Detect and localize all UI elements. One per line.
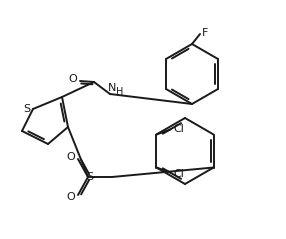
Text: O: O (67, 152, 76, 162)
Text: O: O (67, 192, 76, 202)
Text: S: S (23, 104, 31, 114)
Text: Cl: Cl (173, 168, 184, 179)
Text: Cl: Cl (173, 124, 184, 134)
Text: H: H (116, 87, 124, 97)
Text: O: O (69, 74, 78, 84)
Text: N: N (108, 83, 116, 93)
Text: F: F (202, 28, 208, 38)
Text: S: S (86, 172, 94, 182)
